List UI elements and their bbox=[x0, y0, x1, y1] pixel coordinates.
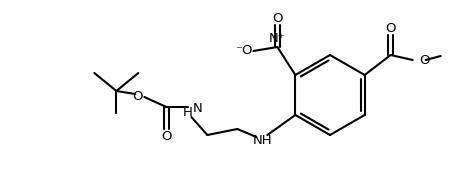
Text: O: O bbox=[272, 12, 283, 25]
Text: O: O bbox=[420, 54, 430, 67]
Text: O: O bbox=[161, 130, 172, 143]
Text: O: O bbox=[132, 90, 142, 103]
Text: ⁻O: ⁻O bbox=[235, 44, 253, 57]
Text: H: H bbox=[182, 106, 192, 119]
Text: N⁺: N⁺ bbox=[269, 33, 286, 46]
Text: O: O bbox=[385, 22, 396, 35]
Text: NH: NH bbox=[252, 134, 272, 146]
Text: N: N bbox=[192, 103, 202, 116]
